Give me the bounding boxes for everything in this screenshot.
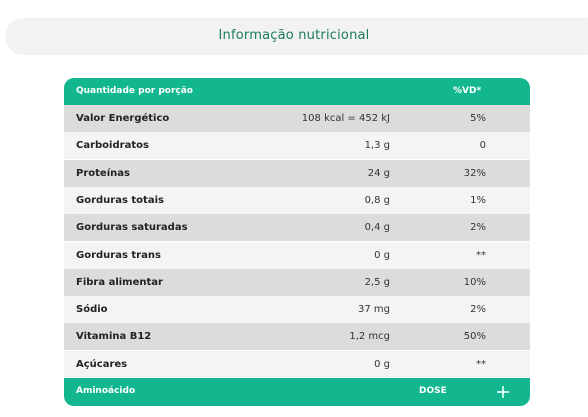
nutrient-name: Sódio (76, 304, 108, 316)
nutrient-name: Gorduras trans (76, 249, 161, 261)
nutrient-name: Vitamina B12 (76, 331, 152, 343)
table-row: Vitamina B12 1,2 mcg 50% (64, 323, 530, 351)
table-row: Gorduras totais 0,8 g 1% (64, 186, 530, 214)
daily-value: 2% (470, 222, 486, 234)
nutrient-name: Proteínas (76, 167, 130, 179)
daily-value: 10% (463, 276, 486, 288)
header-cell: Quantidade por porção (76, 86, 193, 96)
nutrient-amount: 37 mg (358, 304, 390, 316)
daily-value: 5% (470, 113, 486, 124)
daily-value: 50% (463, 331, 486, 343)
daily-value: 1% (470, 194, 486, 206)
nutrient-name: Gorduras totais (76, 194, 164, 206)
table-row: Açúcares 0 g ** (64, 350, 530, 378)
daily-value: 2% (470, 304, 486, 316)
table-row: Gorduras saturadas 0,4 g 2% (64, 214, 530, 242)
footer-cell: DOSE (419, 386, 447, 396)
title-bar[interactable] (5, 18, 588, 55)
nutrient-name: Valor Energético (76, 113, 170, 124)
plus-icon[interactable] (496, 385, 510, 399)
daily-value: ** (476, 358, 486, 370)
table-row: Carboidratos 1,3 g 0 (64, 132, 530, 160)
footer-cell: Aminoácido (76, 386, 136, 396)
table-row: Proteínas 24 g 32% (64, 159, 530, 187)
daily-value: 0 (479, 140, 486, 152)
table-footer[interactable]: Aminoácido DOSE (64, 378, 530, 406)
section-title: Informação nutricional (218, 28, 370, 43)
nutrient-amount: 0 g (374, 358, 390, 370)
daily-value: ** (476, 249, 486, 261)
table-row: Fibra alimentar 2,5 g 10% (64, 268, 530, 296)
nutrient-amount: 24 g (367, 167, 390, 179)
nutrient-amount: 1,2 mcg (349, 331, 390, 343)
nutrient-amount: 0 g (374, 249, 390, 261)
table-row: Sódio 37 mg 2% (64, 296, 530, 324)
nutrient-amount: 2,5 g (364, 276, 390, 288)
nutrient-name: Fibra alimentar (76, 276, 163, 288)
nutrient-name: Açúcares (76, 358, 128, 370)
nutrient-name: Carboidratos (76, 140, 149, 152)
table-row: Gorduras trans 0 g ** (64, 241, 530, 269)
table-header: Quantidade por porção %VD* (64, 78, 530, 105)
nutrient-amount: 1,3 g (364, 140, 390, 152)
nutrient-amount: 0,4 g (364, 222, 390, 234)
nutrition-table: Quantidade por porção %VD* Aminoácido DO… (64, 78, 530, 406)
header-cell: %VD* (453, 86, 482, 96)
nutrient-name: Gorduras saturadas (76, 222, 188, 234)
nutrient-amount: 0,8 g (364, 194, 390, 206)
table-row: Valor Energético 108 kcal = 452 kJ 5% (64, 105, 530, 132)
daily-value: 32% (463, 167, 486, 179)
nutrient-amount: 108 kcal = 452 kJ (301, 113, 390, 124)
